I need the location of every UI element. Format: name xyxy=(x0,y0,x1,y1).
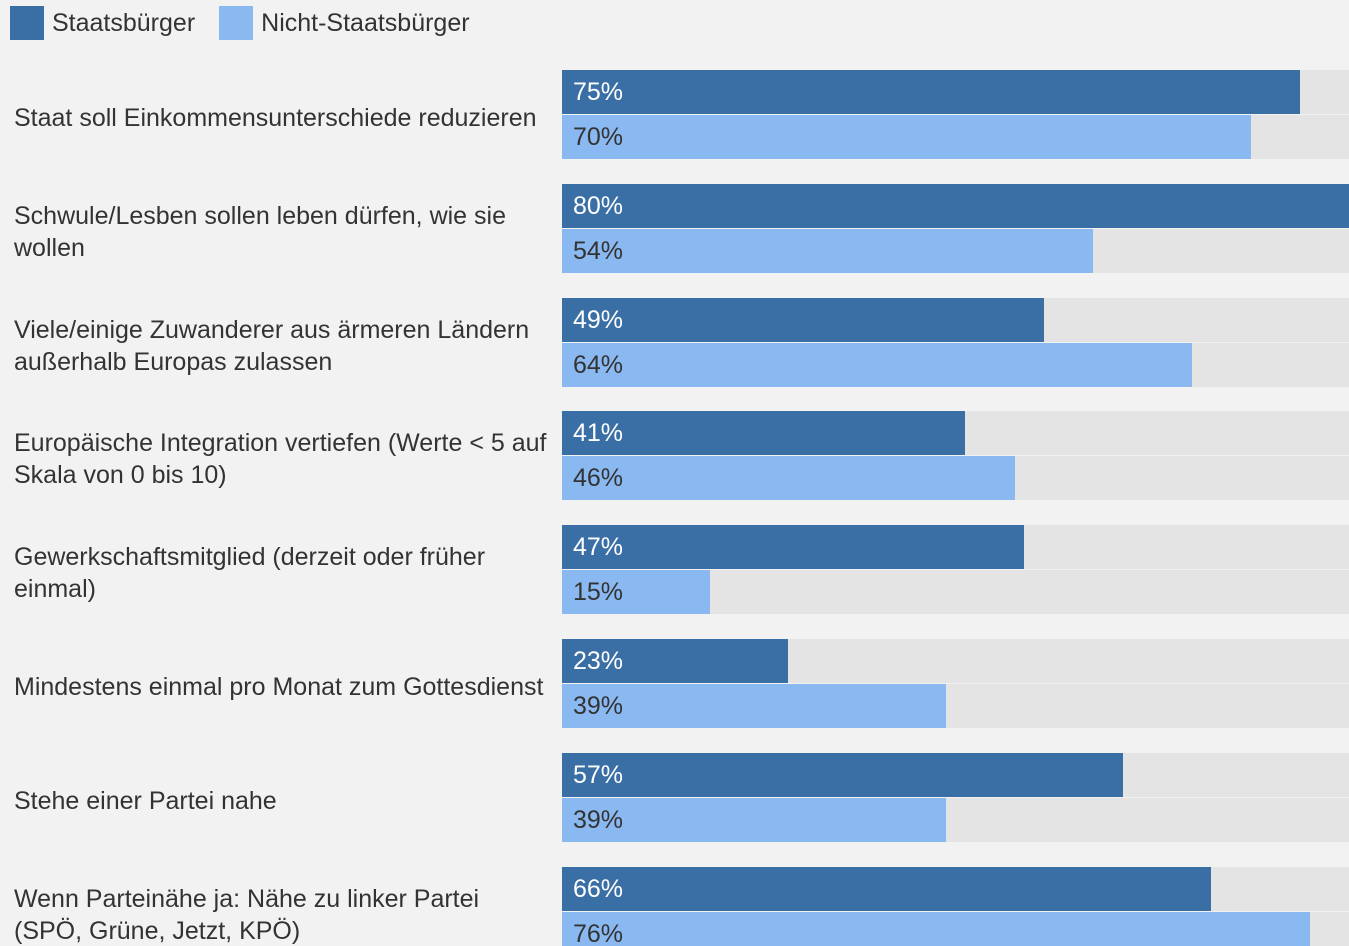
bar-non-citizen xyxy=(562,570,710,614)
legend-swatch-citizen xyxy=(10,6,44,40)
legend-swatch-non-citizen xyxy=(219,6,254,40)
bar-non-citizen xyxy=(562,229,1093,273)
bar-value-label-non-citizen: 39% xyxy=(573,692,624,720)
bar-citizen xyxy=(562,753,1123,797)
category-label: Staat soll Einkommensunterschiede reduzi… xyxy=(14,103,537,132)
category-label: Europäische Integration vertiefen (Werte… xyxy=(14,428,547,489)
bar-citizen xyxy=(562,639,788,683)
bar-citizen xyxy=(562,298,1044,342)
bar-value-label-citizen: 47% xyxy=(573,533,624,561)
category-label: Schwule/Lesben sollen leben dürfen, wie … xyxy=(14,201,506,262)
bar-non-citizen xyxy=(562,115,1251,159)
bar-value-label-citizen: 75% xyxy=(573,78,624,106)
bar-non-citizen xyxy=(562,798,946,842)
category-label: Viele/einige Zuwanderer aus ärmeren Länd… xyxy=(14,315,530,376)
legend-label-citizen: Staatsbürger xyxy=(52,8,196,37)
bar-value-label-citizen: 41% xyxy=(573,419,624,447)
bar-citizen xyxy=(562,184,1349,228)
bar-value-label-non-citizen: 54% xyxy=(573,237,624,265)
bar-citizen xyxy=(562,525,1024,569)
bar-citizen xyxy=(562,867,1211,911)
category-label: Gewerkschaftsmitglied (derzeit oder früh… xyxy=(14,542,486,603)
legend-item-non-citizen: Nicht-Staatsbürger xyxy=(219,6,470,40)
bar-non-citizen xyxy=(562,343,1192,387)
bar-value-label-citizen: 80% xyxy=(573,192,624,220)
bar-non-citizen xyxy=(562,912,1310,946)
bar-non-citizen xyxy=(562,684,946,728)
bar-citizen xyxy=(562,70,1300,114)
legend-item-citizen: Staatsbürger xyxy=(10,6,195,40)
bar-value-label-non-citizen: 46% xyxy=(573,464,624,492)
bar-value-label-non-citizen: 15% xyxy=(573,578,624,606)
bar-value-label-non-citizen: 39% xyxy=(573,806,624,834)
category-label: Mindestens einmal pro Monat zum Gottesdi… xyxy=(14,672,544,701)
bar-citizen xyxy=(562,411,965,455)
category-label: Stehe einer Partei nahe xyxy=(14,786,277,815)
bar-non-citizen xyxy=(562,456,1015,500)
bar-value-label-citizen: 23% xyxy=(573,647,624,675)
bar-value-label-non-citizen: 64% xyxy=(573,351,624,379)
bar-value-label-citizen: 49% xyxy=(573,306,624,334)
legend-label-non-citizen: Nicht-Staatsbürger xyxy=(261,8,470,37)
category-label: Wenn Parteinähe ja: Nähe zu linker Parte… xyxy=(14,884,480,945)
bar-value-label-non-citizen: 76% xyxy=(573,920,624,946)
bar-value-label-citizen: 57% xyxy=(573,761,624,789)
bar-value-label-citizen: 66% xyxy=(573,875,624,903)
legend: Staatsbürger Nicht-Staatsbürger xyxy=(10,6,470,40)
bar-value-label-non-citizen: 70% xyxy=(573,123,624,151)
